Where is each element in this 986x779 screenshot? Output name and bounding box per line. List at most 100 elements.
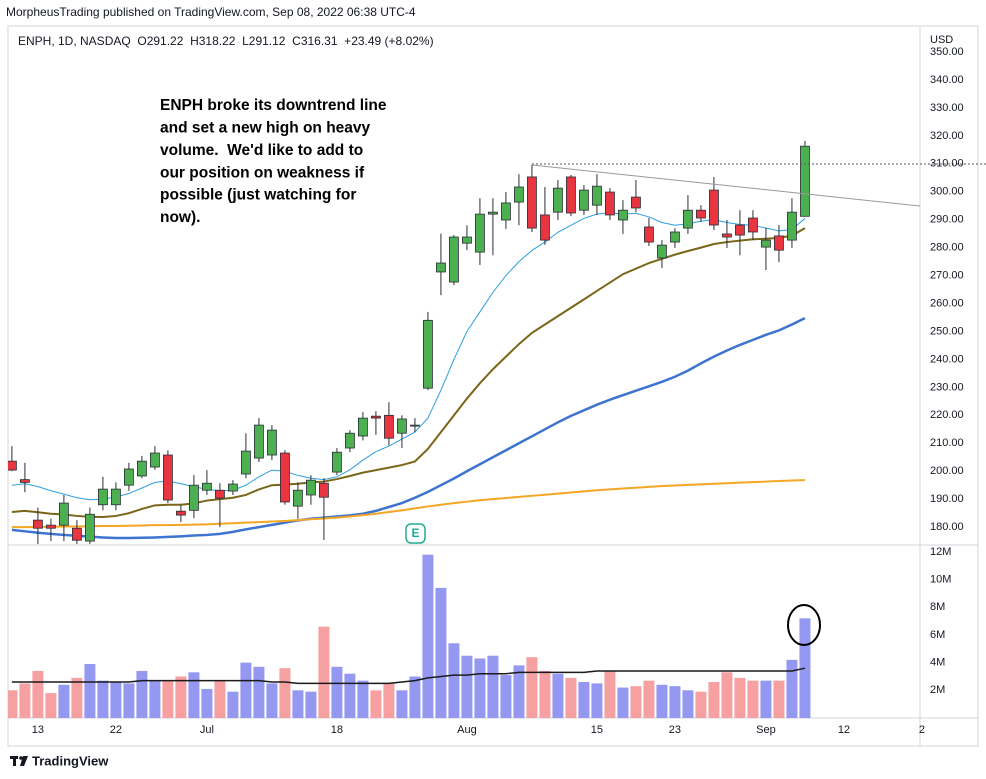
candle-body bbox=[540, 214, 550, 241]
candle-body bbox=[85, 513, 95, 542]
volume-bar bbox=[578, 682, 590, 718]
candle-body bbox=[46, 524, 56, 529]
candle-body bbox=[436, 262, 446, 273]
volume-bar bbox=[734, 677, 746, 718]
volume-bar bbox=[71, 677, 83, 718]
volume-bar bbox=[84, 664, 96, 718]
volume-bar bbox=[409, 676, 421, 718]
candle-body bbox=[605, 191, 615, 216]
candle-body bbox=[644, 226, 654, 243]
candle-body bbox=[631, 196, 641, 209]
candle-body bbox=[358, 417, 368, 437]
x-tick-label: 18 bbox=[331, 724, 343, 736]
currency: USD bbox=[930, 34, 953, 46]
candle-body bbox=[683, 209, 693, 229]
candle-body bbox=[462, 236, 472, 244]
annotation-line: and set a new high on heavy bbox=[160, 119, 371, 136]
y-tick-label: 310.00 bbox=[930, 158, 964, 170]
y-tick-label: 320.00 bbox=[930, 130, 964, 142]
volume-bar bbox=[604, 670, 616, 718]
candle-body bbox=[410, 424, 420, 427]
volume-bar bbox=[253, 666, 265, 718]
volume-bar bbox=[500, 675, 512, 718]
volume-bar bbox=[461, 655, 473, 718]
volume-bar bbox=[656, 684, 668, 718]
candle-body bbox=[293, 489, 303, 507]
candle-body bbox=[137, 460, 147, 477]
candle-body bbox=[449, 236, 459, 283]
volume-bar bbox=[357, 680, 369, 718]
volume-bar bbox=[110, 682, 122, 718]
volume-circle bbox=[787, 604, 821, 646]
volume-bar bbox=[318, 626, 330, 718]
volume-bar bbox=[227, 691, 239, 718]
y-tick-label: 250.00 bbox=[930, 325, 964, 337]
candle-body bbox=[657, 244, 667, 259]
volume-bar bbox=[188, 672, 200, 718]
annotation-line: our position on weakness if bbox=[160, 164, 365, 181]
volume-tick-label: 12M bbox=[930, 546, 951, 558]
earnings-label: E bbox=[411, 526, 419, 540]
volume-bar bbox=[292, 690, 304, 718]
volume-bar bbox=[773, 680, 785, 718]
x-tick-label: 23 bbox=[669, 724, 681, 736]
candle-body bbox=[488, 211, 498, 215]
x-tick-label: 2 bbox=[919, 724, 925, 736]
volume-bar bbox=[539, 670, 551, 718]
candle-body bbox=[124, 468, 134, 486]
volume-bar bbox=[526, 657, 538, 718]
annotation: ENPH broke its downtrend line and set a n… bbox=[160, 97, 387, 226]
volume-bar bbox=[97, 680, 109, 718]
volume-bar bbox=[162, 680, 174, 718]
candle-body bbox=[8, 460, 17, 471]
x-tick-label: 12 bbox=[838, 724, 850, 736]
volume-tick-label: 2M bbox=[930, 684, 945, 696]
volume-bar bbox=[45, 693, 57, 718]
candle-body bbox=[280, 452, 290, 503]
candle-body bbox=[748, 217, 758, 233]
moving-average bbox=[11, 316, 806, 540]
volume-bar bbox=[669, 686, 681, 718]
x-tick-label: 13 bbox=[32, 724, 44, 736]
volume-bar bbox=[266, 683, 278, 718]
candle-body bbox=[306, 479, 316, 496]
y-tick-label: 300.00 bbox=[930, 186, 964, 198]
x-tick-label: Aug bbox=[457, 724, 477, 736]
moving-average bbox=[11, 479, 805, 529]
volume-tick-label: 10M bbox=[930, 574, 951, 586]
candle-body bbox=[267, 429, 277, 456]
volume-bar bbox=[448, 643, 460, 718]
candle-body bbox=[98, 488, 108, 506]
volume-bar bbox=[747, 680, 759, 718]
y-tick-label: 220.00 bbox=[930, 409, 964, 421]
volume-bar bbox=[149, 680, 161, 718]
volume-bar bbox=[682, 690, 694, 718]
volume-pane bbox=[8, 554, 811, 718]
y-tick-label: 350.00 bbox=[930, 46, 964, 58]
volume-bar bbox=[240, 662, 252, 718]
x-tick-label: 22 bbox=[110, 724, 122, 736]
volume-bar bbox=[305, 691, 317, 718]
candle-body bbox=[566, 176, 576, 214]
candle-body bbox=[33, 519, 43, 529]
volume-bar bbox=[32, 670, 44, 718]
candle-body bbox=[618, 209, 628, 221]
volume-bar bbox=[123, 683, 135, 718]
volume-bar bbox=[708, 682, 720, 718]
candle-body bbox=[202, 482, 212, 491]
candle-body bbox=[501, 202, 511, 221]
chart-frame bbox=[7, 25, 979, 747]
volume-bar bbox=[721, 672, 733, 718]
logo-icon bbox=[10, 756, 28, 766]
candle-body bbox=[72, 527, 82, 541]
volume-bar bbox=[435, 587, 447, 718]
volume-tick-label: 4M bbox=[930, 657, 945, 669]
volume-bar bbox=[695, 691, 707, 718]
candle-body bbox=[345, 432, 355, 449]
candle-body bbox=[592, 185, 602, 206]
candle-body bbox=[241, 450, 251, 475]
x-tick-label: 15 bbox=[591, 724, 603, 736]
volume-ma bbox=[11, 667, 806, 685]
volume-bar bbox=[565, 677, 577, 718]
source-line: MorpheusTrading published on TradingView… bbox=[6, 5, 416, 19]
